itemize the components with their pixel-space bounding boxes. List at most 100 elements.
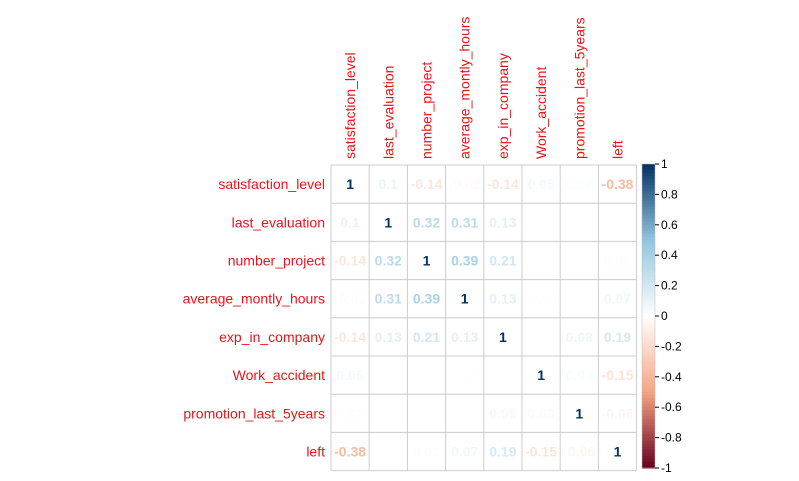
colorbar-segment [642, 240, 655, 244]
matrix-grid [330, 164, 638, 472]
colorbar-segment [642, 194, 655, 199]
colorbar-segment [642, 212, 655, 217]
colorbar-segment [642, 200, 655, 205]
colorbar-tick-label: 0.4 [661, 248, 678, 262]
correlation-value: 0.05 [527, 176, 554, 192]
correlation-value: -0.38 [334, 444, 366, 460]
colorbar-segment [642, 464, 655, 469]
correlation-value: -0.15 [525, 444, 557, 460]
colorbar-segment [642, 416, 655, 420]
colorbar-segment [642, 297, 655, 302]
row-label: last_evaluation [232, 214, 325, 230]
colorbar-tick-label: -0.2 [661, 339, 682, 353]
colorbar-segment [642, 191, 655, 195]
colorbar-segment [642, 419, 655, 423]
column-label: average_montly_hours [457, 17, 473, 159]
colorbar-segment [642, 273, 655, 278]
colorbar-segment [642, 331, 655, 335]
correlation-value: 0.05 [489, 405, 516, 421]
colorbar-segment [642, 401, 655, 405]
column-label: exp_in_company [495, 53, 511, 159]
column-label: last_evaluation [380, 66, 396, 159]
colorbar-segment [642, 361, 655, 366]
correlation-value: -0.02 [449, 176, 481, 192]
correlation-value: 0.19 [489, 444, 516, 460]
colorbar-segment [642, 261, 655, 265]
colorbar-segment [642, 306, 655, 311]
colorbar-segment [642, 395, 655, 399]
colorbar-segment [642, 446, 655, 451]
correlation-value: -0.06 [563, 444, 595, 460]
column-label: promotion_last_5years [571, 17, 587, 159]
correlation-value: 0.21 [489, 253, 516, 269]
correlation-value: 1 [575, 405, 583, 421]
colorbar-segment [642, 267, 655, 271]
row-label: average_montly_hours [183, 291, 325, 307]
correlation-value: -0.38 [602, 176, 634, 192]
correlation-value: 0.39 [451, 253, 478, 269]
colorbar-segment [642, 328, 655, 332]
correlation-value: 0.02 [604, 253, 631, 269]
colorbar-segment [642, 422, 655, 427]
correlation-value: 0.31 [375, 291, 402, 307]
correlation-value: 1 [423, 253, 431, 269]
correlation-value: -0.01 [449, 367, 481, 383]
colorbar-segment [642, 312, 655, 317]
correlation-value: 0.05 [336, 367, 363, 383]
column-label: satisfaction_level [342, 52, 358, 159]
colorbar-segment [642, 179, 655, 183]
correlation-value: 1 [537, 367, 545, 383]
correlation-value: 0.13 [489, 214, 516, 230]
colorbar-segment [642, 309, 655, 314]
column-labels: satisfaction_level last_evaluation number_… [342, 17, 625, 159]
correlation-value: 0.03 [566, 367, 593, 383]
colorbar-segment [642, 224, 655, 229]
colorbar-segment [642, 279, 655, 284]
colorbar-segment [642, 203, 655, 208]
colorbar-segment [642, 294, 655, 299]
row-label: Work_accident [233, 367, 325, 383]
colorbar-segment [642, 337, 655, 341]
colorbar-segment [642, 340, 655, 344]
colorbar-segment [642, 230, 655, 235]
correlation-value: 0.07 [451, 444, 478, 460]
colorbar-segment [642, 407, 655, 411]
correlation-value: 0.02 [566, 176, 593, 192]
colorbar-segment [642, 197, 655, 202]
colorbar-segment [642, 188, 655, 192]
colorbar-segment [642, 221, 655, 226]
colorbar-segment [642, 185, 655, 189]
colorbar-segment [642, 379, 655, 384]
colorbar-segment [642, 319, 655, 323]
colorbar-segment [642, 431, 655, 436]
colorbar-segment [642, 449, 655, 454]
correlation-value: 0.39 [413, 291, 440, 307]
colorbar-segment [642, 392, 655, 396]
column-label: left [610, 140, 626, 159]
colorbar-segment [642, 215, 655, 220]
colorbar-segment [642, 376, 655, 381]
colorbar-segment [642, 370, 655, 375]
correlation-value: -0.14 [411, 176, 443, 192]
colorbar-segment [642, 303, 655, 308]
correlation-value: 0.02 [413, 444, 440, 460]
colorbar-segment [642, 173, 655, 177]
correlation-value: -0.14 [334, 329, 366, 345]
colorbar-segment [642, 364, 655, 369]
colorbar: 1 0.8 0.6 0.4 0.2 0 -0.2 -0.4 -0.6 -0.8 -1 [641, 157, 682, 475]
correlation-value: 0.03 [527, 405, 554, 421]
column-label: number_project [419, 62, 435, 159]
correlation-value: 0.02 [336, 405, 363, 421]
colorbar-segment [642, 258, 655, 262]
row-labels: satisfaction_level last_evaluation number_… [183, 176, 326, 459]
colorbar-segment [642, 352, 655, 357]
colorbar-segment [642, 425, 655, 430]
correlation-value: 0.32 [413, 214, 440, 230]
colorbar-tick-label: 0.6 [661, 218, 678, 232]
colorbar-segment [642, 276, 655, 281]
colorbar-segment [642, 255, 655, 259]
correlation-value: 1 [384, 214, 392, 230]
colorbar-segment [642, 322, 655, 326]
colorbar-segment [642, 243, 655, 247]
correlation-value: 1 [346, 176, 354, 192]
